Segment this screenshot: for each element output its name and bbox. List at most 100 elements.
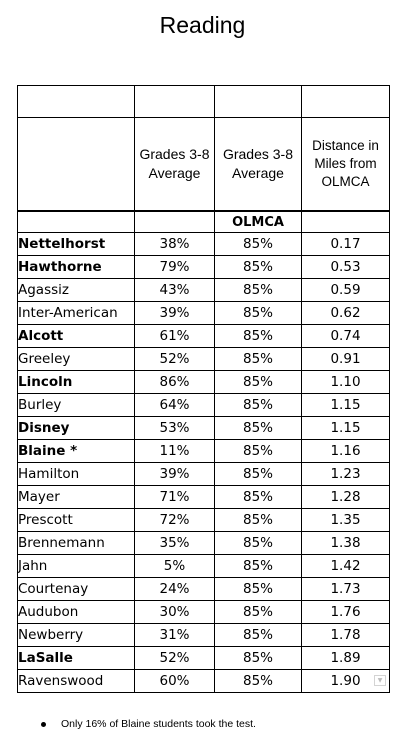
distance-cell: 1.73 xyxy=(301,577,390,601)
school-name-cell: Brennemann xyxy=(17,531,135,555)
blank-cell xyxy=(214,85,302,118)
school-name-cell: LaSalle xyxy=(17,646,135,670)
distance-cell: 1.15 xyxy=(301,416,390,440)
school-average-cell: 38% xyxy=(134,232,215,256)
school-name-cell: Lincoln xyxy=(17,370,135,394)
school-name-cell: Hamilton xyxy=(17,462,135,486)
blank-cell xyxy=(17,85,135,118)
table-row: Jahn 5% 85% 1.42 xyxy=(17,554,390,578)
school-average-cell: 60% xyxy=(134,669,215,693)
table-row: Inter-American 39% 85% 0.62 xyxy=(17,301,390,325)
footnote-text: Only 16% of Blaine students took the tes… xyxy=(61,718,256,730)
school-name-cell: Courtenay xyxy=(17,577,135,601)
school-name-cell: Nettelhorst xyxy=(17,232,135,256)
header-distance: Distance in Miles from OLMCA xyxy=(301,117,390,212)
school-name-cell: Hawthorne xyxy=(17,255,135,279)
distance-cell: 0.62 xyxy=(301,301,390,325)
school-name-cell: Disney xyxy=(17,416,135,440)
distance-cell: 0.53 xyxy=(301,255,390,279)
header-grades-average: Grades 3-8 Average xyxy=(134,117,215,212)
table-row: Blaine * 11% 85% 1.16 xyxy=(17,439,390,463)
table-row: Audubon 30% 85% 1.76 xyxy=(17,600,390,624)
school-average-cell: 86% xyxy=(134,370,215,394)
olmca-average-cell: 85% xyxy=(214,255,302,279)
school-name-cell: Ravenswood xyxy=(17,669,135,693)
blank-cell xyxy=(301,85,390,118)
distance-cell: 1.23 xyxy=(301,462,390,486)
school-average-cell: 71% xyxy=(134,485,215,509)
school-average-cell: 61% xyxy=(134,324,215,348)
olmca-average-cell: 85% xyxy=(214,485,302,509)
school-average-cell: 11% xyxy=(134,439,215,463)
olmca-average-cell: 85% xyxy=(214,531,302,555)
dropdown-arrow-icon[interactable]: ▼ xyxy=(374,675,386,686)
distance-cell: 1.15 xyxy=(301,393,390,417)
school-name-cell: Blaine * xyxy=(17,439,135,463)
table-row: Courtenay 24% 85% 1.73 xyxy=(17,577,390,601)
table-row: Disney 53% 85% 1.15 xyxy=(17,416,390,440)
olmca-average-cell: 85% xyxy=(214,554,302,578)
header-grades-average-olmca: Grades 3-8 Average xyxy=(214,117,302,212)
school-average-cell: 79% xyxy=(134,255,215,279)
table-row: Brennemann 35% 85% 1.38 xyxy=(17,531,390,555)
page-title: Reading xyxy=(159,12,246,38)
distance-cell: 1.38 xyxy=(301,531,390,555)
distance-cell: 0.91 xyxy=(301,347,390,371)
table-row: Burley 64% 85% 1.15 xyxy=(17,393,390,417)
distance-cell: 1.90 ▼ xyxy=(301,669,390,693)
olmca-average-cell: 85% xyxy=(214,439,302,463)
olmca-average-cell: 85% xyxy=(214,669,302,693)
school-average-cell: 30% xyxy=(134,600,215,624)
school-average-cell: 72% xyxy=(134,508,215,532)
label-cell xyxy=(17,210,135,233)
school-name-cell: Alcott xyxy=(17,324,135,348)
school-average-cell: 43% xyxy=(134,278,215,302)
school-average-cell: 53% xyxy=(134,416,215,440)
school-name-cell: Greeley xyxy=(17,347,135,371)
table-row: Newberry 31% 85% 1.78 xyxy=(17,623,390,647)
table-row: Nettelhorst 38% 85% 0.17 xyxy=(17,232,390,256)
distance-cell: 0.17 xyxy=(301,232,390,256)
table-row: Alcott 61% 85% 0.74 xyxy=(17,324,390,348)
school-name-cell: Mayer xyxy=(17,485,135,509)
school-average-cell: 64% xyxy=(134,393,215,417)
olmca-average-cell: 85% xyxy=(214,324,302,348)
blank-cell xyxy=(134,85,215,118)
olmca-average-cell: 85% xyxy=(214,462,302,486)
distance-cell: 1.35 xyxy=(301,508,390,532)
header-row: Grades 3-8 Average Grades 3-8 Average Di… xyxy=(17,117,390,212)
olmca-average-cell: 85% xyxy=(214,416,302,440)
olmca-average-cell: 85% xyxy=(214,577,302,601)
olmca-average-cell: 85% xyxy=(214,347,302,371)
school-average-cell: 24% xyxy=(134,577,215,601)
reading-scores-table: Grades 3-8 Average Grades 3-8 Average Di… xyxy=(17,85,390,693)
distance-cell: 1.78 xyxy=(301,623,390,647)
table-row: Lincoln 86% 85% 1.10 xyxy=(17,370,390,394)
school-name-cell: Inter-American xyxy=(17,301,135,325)
table-row: Hawthorne 79% 85% 0.53 xyxy=(17,255,390,279)
table-row: Agassiz 43% 85% 0.59 xyxy=(17,278,390,302)
bullet-icon xyxy=(41,721,46,727)
school-average-cell: 35% xyxy=(134,531,215,555)
school-average-cell: 39% xyxy=(134,462,215,486)
school-average-cell: 31% xyxy=(134,623,215,647)
table-row: Prescott 72% 85% 1.35 xyxy=(17,508,390,532)
distance-cell: 1.10 xyxy=(301,370,390,394)
olmca-average-cell: 85% xyxy=(214,508,302,532)
footnote: Only 16% of Blaine students took the tes… xyxy=(41,718,256,730)
olmca-average-cell: 85% xyxy=(214,370,302,394)
distance-cell: 0.59 xyxy=(301,278,390,302)
school-name-cell: Newberry xyxy=(17,623,135,647)
olmca-average-cell: 85% xyxy=(214,393,302,417)
olmca-average-cell: 85% xyxy=(214,646,302,670)
olmca-average-cell: 85% xyxy=(214,278,302,302)
school-average-cell: 52% xyxy=(134,347,215,371)
school-name-cell: Audubon xyxy=(17,600,135,624)
distance-cell: 1.28 xyxy=(301,485,390,509)
school-average-cell: 39% xyxy=(134,301,215,325)
table-row: LaSalle 52% 85% 1.89 xyxy=(17,646,390,670)
distance-cell: 1.89 xyxy=(301,646,390,670)
school-average-cell: 52% xyxy=(134,646,215,670)
olmca-average-cell: 85% xyxy=(214,301,302,325)
olmca-average-cell: 85% xyxy=(214,232,302,256)
